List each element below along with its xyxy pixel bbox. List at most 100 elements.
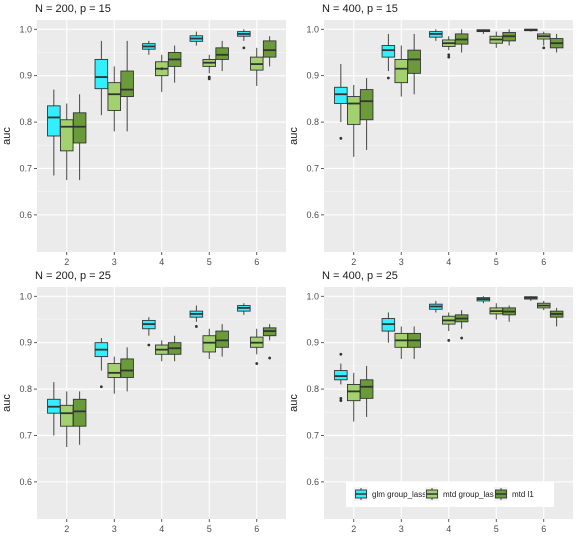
outlier-point xyxy=(255,362,259,365)
box-glm-group-lasso xyxy=(94,338,109,389)
legend-box xyxy=(346,482,554,507)
box-glm-group-lasso xyxy=(381,33,396,80)
x-tick-label: 5 xyxy=(494,524,499,534)
box-mtd-l1 xyxy=(72,94,87,181)
x-tick-label: 5 xyxy=(207,524,212,534)
outlier-point xyxy=(194,325,198,328)
x-tick-label: 6 xyxy=(541,524,546,534)
box-mtd-l1 xyxy=(549,307,564,327)
box-glm-group-lasso xyxy=(189,305,204,328)
box-body xyxy=(347,383,361,402)
x-tick-label: 6 xyxy=(254,524,259,534)
box-glm-group-lasso xyxy=(189,31,204,46)
box-mtd-l1 xyxy=(120,40,134,132)
box-mtd-l1 xyxy=(407,33,421,95)
outlier-point xyxy=(160,67,164,71)
box-body xyxy=(72,112,87,144)
box-body xyxy=(120,70,134,98)
outlier-point xyxy=(542,46,546,50)
box-body xyxy=(107,363,121,378)
legend-label: glm group_lasso xyxy=(372,490,431,499)
panel-title: N = 200, p = 15 xyxy=(35,3,111,15)
box-mtd-l1 xyxy=(262,324,277,360)
x-tick-label: 5 xyxy=(494,257,499,267)
x-tick-label: 6 xyxy=(254,257,259,267)
outlier-point xyxy=(339,396,343,400)
box-body xyxy=(334,86,348,104)
outlier-point xyxy=(242,46,246,50)
box-mtd-group-lasso xyxy=(394,45,409,97)
legend-label: mtd group_lasso xyxy=(443,490,503,499)
box-mtd-l1 xyxy=(454,310,469,340)
x-tick-label: 3 xyxy=(112,524,117,534)
x-tick-label: 2 xyxy=(64,524,69,534)
box-body xyxy=(359,89,374,121)
box-body xyxy=(347,96,361,125)
legend: glm group_lasso mtd group_lasso mtd l1 xyxy=(346,482,554,507)
box-mtd-l1 xyxy=(262,36,277,67)
box-glm-group-lasso xyxy=(47,382,61,436)
box-mtd-group-lasso xyxy=(154,54,169,92)
box-mtd-group-lasso xyxy=(60,391,74,448)
x-tick-label: 3 xyxy=(399,524,404,534)
box-body xyxy=(202,335,216,353)
panel-title: N = 200, p = 25 xyxy=(35,270,111,282)
x-tick-label: 3 xyxy=(112,257,117,267)
outlier-point xyxy=(268,356,272,360)
y-tick-label: 0.6 xyxy=(19,210,32,220)
box-body xyxy=(359,379,374,399)
y-axis-title: auc xyxy=(1,394,13,412)
x-tick-label: 4 xyxy=(446,524,451,534)
box-mtd-l1 xyxy=(502,29,516,46)
x-tick-label: 5 xyxy=(207,257,212,267)
y-tick-label: 0.7 xyxy=(306,430,319,440)
y-tick-label: 1.0 xyxy=(19,291,32,301)
box-glm-group-lasso xyxy=(524,28,538,32)
box-mtd-group-lasso xyxy=(537,300,551,311)
outlier-point xyxy=(339,352,343,356)
box-glm-group-lasso xyxy=(47,89,61,176)
box-glm-group-lasso xyxy=(524,296,538,301)
outlier-point xyxy=(447,53,451,57)
outlier-point xyxy=(447,55,451,59)
y-tick-label: 0.9 xyxy=(306,338,319,348)
box-glm-group-lasso xyxy=(476,29,491,34)
y-tick-label: 0.8 xyxy=(19,117,32,127)
y-axis-title: auc xyxy=(288,394,300,412)
y-tick-label: 0.9 xyxy=(306,71,319,81)
box-body xyxy=(120,358,134,378)
box-mtd-group-lasso xyxy=(249,328,264,365)
outlier-point xyxy=(339,399,343,403)
box-mtd-group-lasso xyxy=(537,31,551,50)
box-body xyxy=(94,58,109,90)
y-tick-label: 0.8 xyxy=(306,384,319,394)
panel-4: N = 400, p = 25 0.6 0.7 0.8 0.9 1.0 2 3 4 5 6 auc gl… xyxy=(288,270,573,534)
panel-title: N = 400, p = 25 xyxy=(322,270,398,282)
box-body xyxy=(60,119,74,152)
y-tick-label: 1.0 xyxy=(306,24,319,34)
outlier-point xyxy=(386,76,390,80)
box-glm-group-lasso xyxy=(429,300,443,313)
box-glm-group-lasso xyxy=(94,40,109,116)
box-mtd-l1 xyxy=(120,347,134,392)
box-mtd-group-lasso xyxy=(489,31,504,48)
y-tick-label: 0.6 xyxy=(306,477,319,487)
box-glm-group-lasso xyxy=(237,29,251,50)
panel-2: N = 400, p = 15 0.6 0.7 0.8 0.9 1.0 2 3 4 5 6 auc xyxy=(288,3,573,267)
y-tick-label: 0.8 xyxy=(306,117,319,127)
x-tick-label: 6 xyxy=(541,257,546,267)
x-tick-label: 4 xyxy=(159,524,164,534)
x-tick-label: 2 xyxy=(64,257,69,267)
box-glm-group-lasso xyxy=(476,296,491,304)
box-glm-group-lasso xyxy=(237,303,251,315)
outlier-point xyxy=(207,77,211,81)
outlier-point xyxy=(99,385,103,389)
outlier-point xyxy=(147,343,151,347)
panel-title: N = 400, p = 15 xyxy=(322,3,398,15)
box-glm-group-lasso xyxy=(334,352,348,403)
box-body xyxy=(334,370,348,381)
box-mtd-l1 xyxy=(167,335,182,362)
y-tick-label: 0.7 xyxy=(19,163,32,173)
box-mtd-l1 xyxy=(454,29,469,53)
x-tick-label: 4 xyxy=(159,257,164,267)
